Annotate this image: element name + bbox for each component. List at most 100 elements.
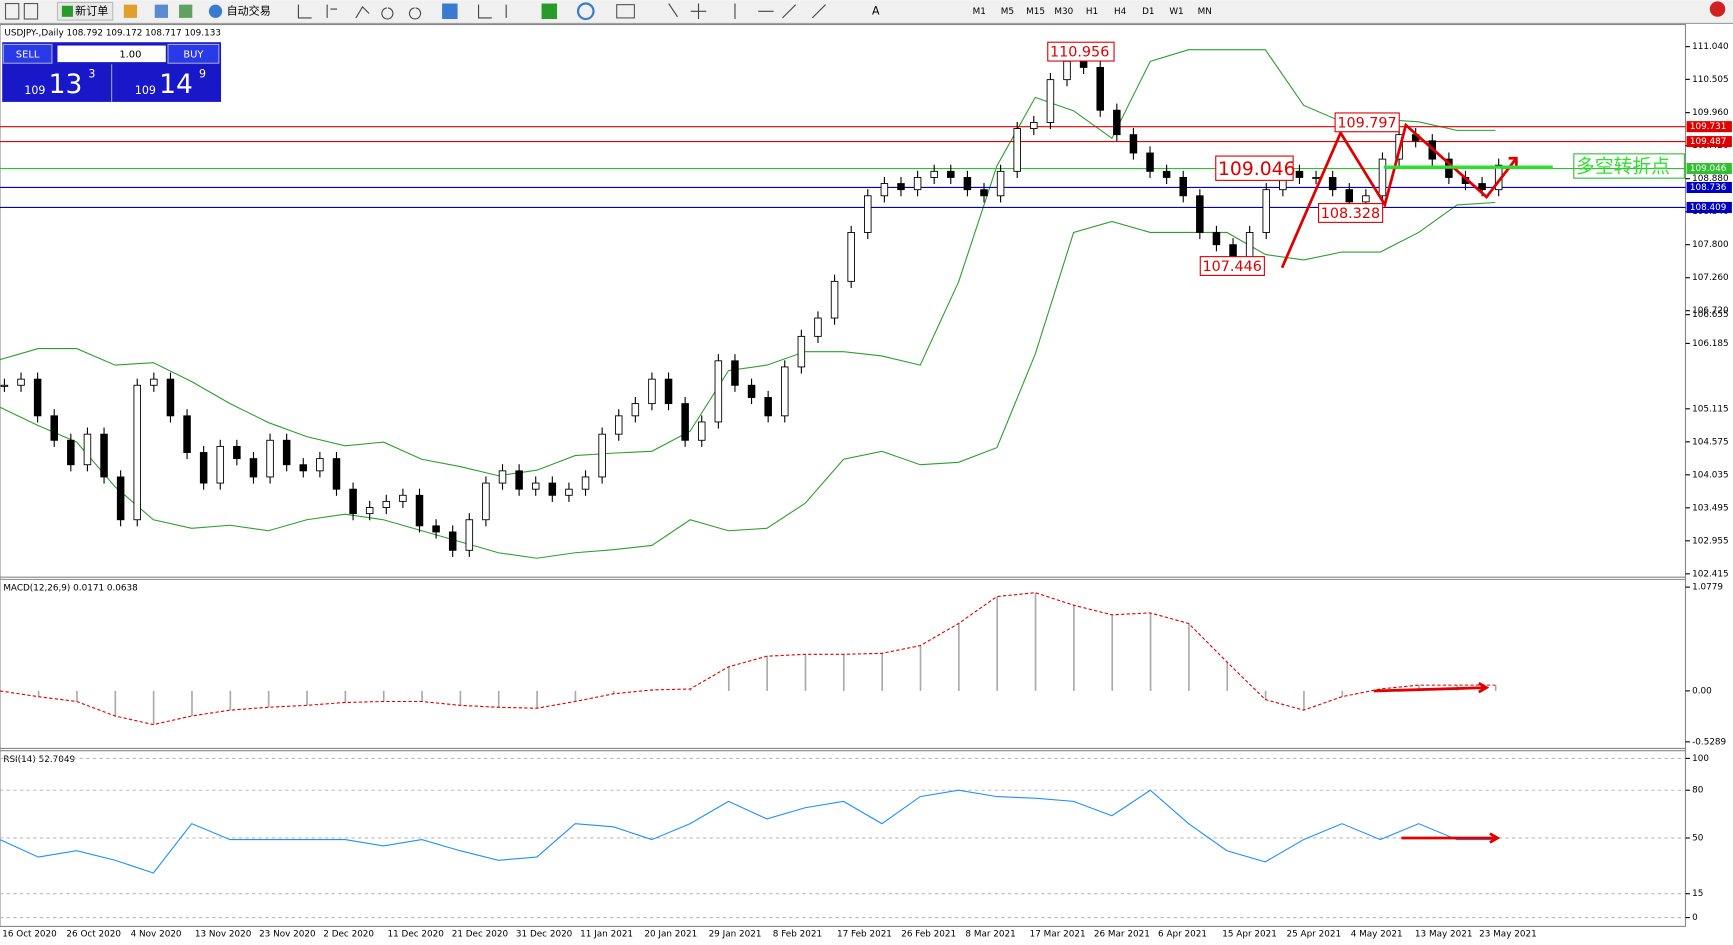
- annotation-box: [1047, 41, 1115, 62]
- candle: [116, 476, 125, 521]
- y-tick-label: 107.800: [1692, 240, 1729, 250]
- candle: [565, 488, 573, 496]
- y-tick-label: 108.880: [1692, 174, 1729, 184]
- timeframe-button[interactable]: H1: [1086, 7, 1098, 17]
- timeframe-button[interactable]: MN: [1198, 7, 1212, 17]
- candle: [980, 189, 988, 197]
- candle: [0, 384, 9, 387]
- sell-button[interactable]: [2, 43, 53, 64]
- timeframe-button[interactable]: M15: [1026, 7, 1045, 17]
- macd-bar: [421, 690, 423, 702]
- x-tick-label: 6 Apr 2021: [1158, 930, 1207, 940]
- candle: [648, 378, 656, 405]
- candle: [764, 397, 772, 417]
- x-tick-label: 21 Dec 2020: [452, 930, 509, 940]
- level-label: 109.731: [1690, 122, 1727, 132]
- candle: [731, 360, 739, 386]
- lot-input[interactable]: [57, 45, 166, 63]
- x-tick-label: 26 Mar 2021: [1094, 930, 1150, 940]
- y-tick-label: 102.955: [1692, 536, 1729, 546]
- macd-bar: [804, 654, 807, 691]
- candle: [67, 439, 75, 466]
- macd-bar: [459, 690, 462, 706]
- x-tick-label: 31 Dec 2020: [516, 930, 573, 940]
- annotation-box: [1573, 153, 1685, 179]
- sell[interactable]: SELL: [16, 49, 40, 60]
- y-tick-label: 106.720: [1692, 306, 1729, 316]
- timeframe-button[interactable]: D1: [1142, 7, 1154, 17]
- macd-bar: [1303, 690, 1305, 711]
- macd-bar: [1264, 690, 1267, 700]
- macd-bar: [536, 690, 538, 709]
- alert-icon[interactable]: [1709, 1, 1726, 17]
- macd-bar: [958, 623, 960, 691]
- candle: [1079, 60, 1088, 68]
- timeframe-button[interactable]: H4: [1114, 7, 1127, 17]
- candle: [1162, 170, 1171, 178]
- timeframe-button[interactable]: M30: [1054, 7, 1073, 17]
- macd-bar: [1073, 605, 1075, 691]
- candle: [1063, 60, 1071, 81]
- candle: [947, 170, 955, 178]
- lot[interactable]: 1.00: [119, 49, 141, 60]
- candle: [930, 170, 938, 178]
- buy[interactable]: BUY: [183, 49, 204, 60]
- x-tick-label: 26 Feb 2021: [901, 930, 956, 940]
- candle: [1362, 195, 1370, 203]
- sell-price-mid: 13: [49, 69, 83, 100]
- sell-price-small: 3: [88, 67, 95, 80]
- level-label: 108.736: [1690, 183, 1727, 193]
- timeframe-button[interactable]: M5: [1001, 7, 1014, 17]
- candle: [1096, 66, 1104, 111]
- x-tick-label: 4 May 2021: [1351, 930, 1403, 940]
- buy-button[interactable]: [167, 43, 220, 64]
- x-tick-label: 8 Feb 2021: [773, 930, 822, 940]
- candle: [83, 433, 92, 466]
- x-tick-label: 23 May 2021: [1479, 930, 1537, 940]
- candle: [1328, 177, 1337, 191]
- macd-bar: [1034, 592, 1037, 691]
- candle: [382, 500, 391, 508]
- macd-bar: [191, 690, 193, 716]
- candle: [50, 415, 58, 441]
- annotation: 多空转折点: [1576, 156, 1670, 178]
- buy-price-small: 9: [199, 67, 206, 80]
- svg-text:A: A: [872, 4, 880, 17]
- candle: [1013, 128, 1021, 172]
- auto-trade[interactable]: 自动交易: [227, 3, 271, 17]
- timeframe-button[interactable]: W1: [1169, 7, 1183, 17]
- macd-bar: [1226, 662, 1229, 691]
- level-label: 109.487: [1690, 137, 1727, 147]
- new-order[interactable]: 新订单: [75, 3, 108, 17]
- rsi-line: [0, 789, 1496, 874]
- candle: [847, 232, 855, 282]
- x-tick-label: 13 May 2021: [1415, 930, 1473, 940]
- rsi-label: RSI(14) 52.7049: [3, 755, 75, 765]
- y-tick-label: 50: [1692, 833, 1704, 843]
- bollinger-upper: [0, 49, 1496, 477]
- candle: [498, 470, 507, 484]
- candle: [266, 439, 274, 478]
- candle: [465, 519, 474, 551]
- sell-price-big: 109: [24, 84, 45, 97]
- timeframe-button[interactable]: M1: [973, 7, 986, 17]
- candle: [349, 488, 357, 515]
- y-tick-label: 15: [1692, 889, 1703, 899]
- candle: [1245, 232, 1254, 258]
- candle: [781, 366, 789, 417]
- candle: [1478, 183, 1486, 191]
- candle: [681, 403, 689, 441]
- x-tick-label: 26 Oct 2020: [66, 930, 121, 940]
- candle: [399, 494, 407, 502]
- toolbar: [0, 0, 1733, 24]
- candle: [697, 421, 706, 441]
- annotation: 108.328: [1321, 206, 1380, 222]
- candle: [598, 433, 606, 478]
- candle: [797, 335, 806, 368]
- candle: [316, 458, 324, 472]
- y-tick-label: -0.5289: [1692, 737, 1726, 747]
- candle: [249, 458, 258, 478]
- macd-bar: [881, 653, 883, 691]
- annotation: 110.956: [1050, 45, 1109, 61]
- macd-bar: [76, 690, 78, 702]
